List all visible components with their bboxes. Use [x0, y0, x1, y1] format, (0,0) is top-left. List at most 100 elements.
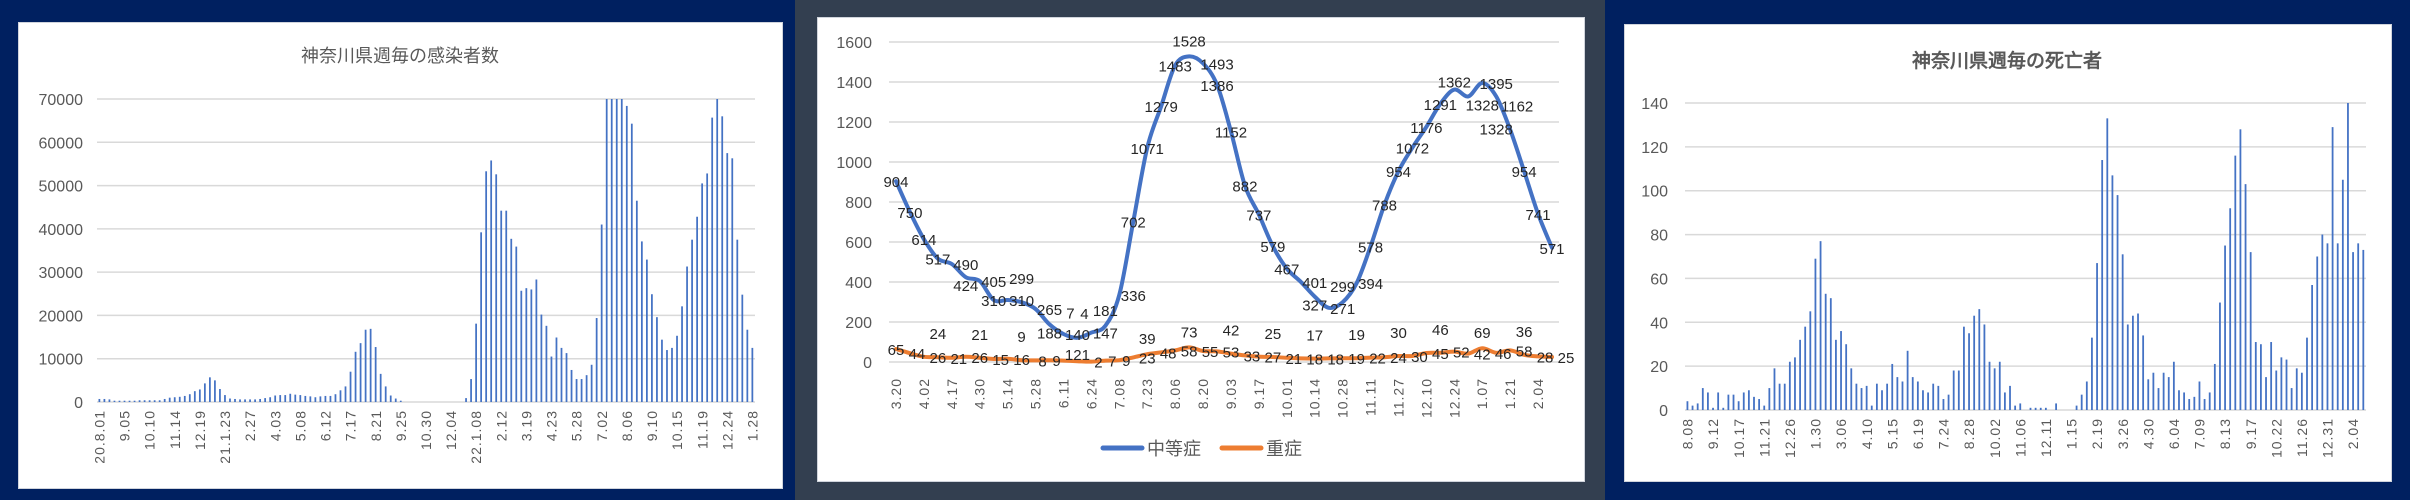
infections-bar	[661, 339, 663, 402]
deaths-bar	[2091, 337, 2093, 410]
deaths-bar	[1865, 385, 1868, 410]
infections-x-tick-label: 12.04	[443, 410, 459, 450]
deaths-bar	[2275, 370, 2278, 410]
deaths-bar	[2229, 208, 2232, 410]
infections-bar	[269, 397, 272, 402]
deaths-bar	[1814, 258, 1817, 410]
deaths-bar	[2014, 405, 2017, 410]
infections-bar	[555, 337, 558, 402]
deaths-bar	[1747, 390, 1750, 410]
hospital-data-label: 1072	[1396, 141, 1429, 158]
hospital-data-label: 33	[1244, 348, 1261, 365]
hospital-data-label: 578	[1358, 239, 1383, 256]
infections-bar	[595, 318, 598, 402]
deaths-bar	[2152, 372, 2155, 410]
infections-bar	[219, 389, 221, 402]
deaths-bar	[2101, 160, 2104, 410]
infections-bar	[384, 386, 387, 402]
infections-y-tick-label: 10000	[39, 352, 84, 369]
infections-x-tick-label: 11.14	[167, 410, 183, 449]
deaths-bar	[1968, 333, 1970, 410]
hospital-data-label: 27	[1265, 350, 1282, 367]
infections-bar	[374, 347, 377, 402]
hospital-data-label: 7	[1108, 354, 1116, 371]
deaths-bar	[2096, 263, 2098, 410]
hospital-data-label: 310	[1009, 293, 1034, 310]
deaths-x-tick-label: 10.17	[1731, 418, 1747, 458]
hospital-x-tick-label: 9.17	[1251, 378, 1267, 409]
deaths-bar	[1722, 407, 1725, 410]
infections-bar	[133, 400, 136, 402]
infections-bar	[671, 347, 673, 402]
infections-bar	[344, 386, 347, 402]
infections-bar	[118, 400, 121, 402]
infections-bar	[575, 379, 578, 402]
deaths-bar	[1804, 326, 1807, 410]
hospital-x-tick-label: 4.30	[972, 378, 988, 409]
deaths-bar	[1691, 405, 1694, 410]
infections-bar	[605, 99, 608, 402]
hospital-data-label: 401	[1302, 275, 1327, 292]
infections-bar	[510, 238, 513, 402]
deaths-bar	[2085, 381, 2088, 410]
deaths-bar	[1957, 370, 1960, 410]
legend-moderate-label: 中等症	[1147, 439, 1201, 459]
deaths-x-tick-label: 8.28	[1961, 418, 1977, 449]
infections-bar	[495, 174, 498, 402]
deaths-bar	[2239, 129, 2242, 411]
deaths-bar	[2080, 394, 2083, 410]
hospital-x-tick-label: 4.02	[916, 378, 932, 409]
hospital-x-tick-label: 4.17	[944, 378, 960, 409]
infections-bar	[173, 397, 176, 402]
infections-bar	[198, 389, 201, 402]
hospital-data-label: 1176	[1410, 120, 1442, 137]
infections-x-tick-label: 3.19	[518, 410, 534, 441]
hospital-data-label: 1528	[1172, 33, 1205, 50]
deaths-bar	[2044, 407, 2047, 410]
infections-bar	[560, 347, 563, 402]
deaths-bar	[1773, 368, 1776, 410]
infections-x-tick-label: 2.27	[242, 410, 258, 441]
deaths-x-tick-label: 4.10	[1859, 418, 1875, 449]
infections-bar	[279, 395, 282, 402]
deaths-bar	[2193, 396, 2196, 410]
infections-bar	[399, 400, 402, 402]
hospital-x-tick-label: 5.28	[1028, 378, 1044, 409]
deaths-bar	[2157, 388, 2160, 410]
hospital-data-label: 1071	[1131, 141, 1164, 158]
deaths-x-tick-label: 5.15	[1884, 418, 1900, 449]
infections-bar	[696, 216, 698, 402]
deaths-bar	[2316, 256, 2319, 410]
hospital-data-label: 36	[1516, 324, 1533, 341]
deaths-x-tick-label: 8.08	[1680, 418, 1696, 449]
infections-bar	[580, 379, 583, 402]
infections-bar	[470, 379, 472, 402]
hospital-data-label: 954	[1512, 164, 1537, 181]
hospital-x-tick-label: 7.23	[1139, 378, 1155, 409]
infections-bar	[123, 400, 126, 402]
hospital-x-tick-label: 6.11	[1055, 378, 1071, 408]
hospital-data-label: 4	[1080, 306, 1088, 323]
hospital-x-tick-label: 10.28	[1335, 378, 1351, 418]
infections-bar	[148, 400, 151, 402]
hospital-data-label: 394	[1358, 276, 1383, 293]
deaths-bar	[2336, 243, 2339, 410]
infections-bar	[138, 400, 141, 402]
infections-bar	[299, 395, 302, 402]
hospital-data-label: 24	[930, 326, 947, 343]
deaths-y-tick-label: 80	[1650, 228, 1668, 245]
hospital-data-label: 25	[1558, 350, 1575, 367]
deaths-bar	[1952, 370, 1955, 410]
infections-bar	[128, 400, 131, 402]
deaths-bar	[1886, 383, 1889, 410]
infections-bar	[304, 395, 307, 402]
hospital-y-tick-label: 1400	[836, 75, 872, 92]
hospital-data-label: 741	[1526, 207, 1551, 224]
infections-bar	[289, 393, 292, 402]
deaths-bar	[2019, 403, 2022, 410]
hospital-data-label: 424	[953, 278, 978, 295]
deaths-bar	[2198, 381, 2201, 410]
infections-bar	[239, 399, 241, 402]
hospital-data-label: 904	[883, 174, 908, 191]
deaths-bar	[2183, 392, 2185, 410]
